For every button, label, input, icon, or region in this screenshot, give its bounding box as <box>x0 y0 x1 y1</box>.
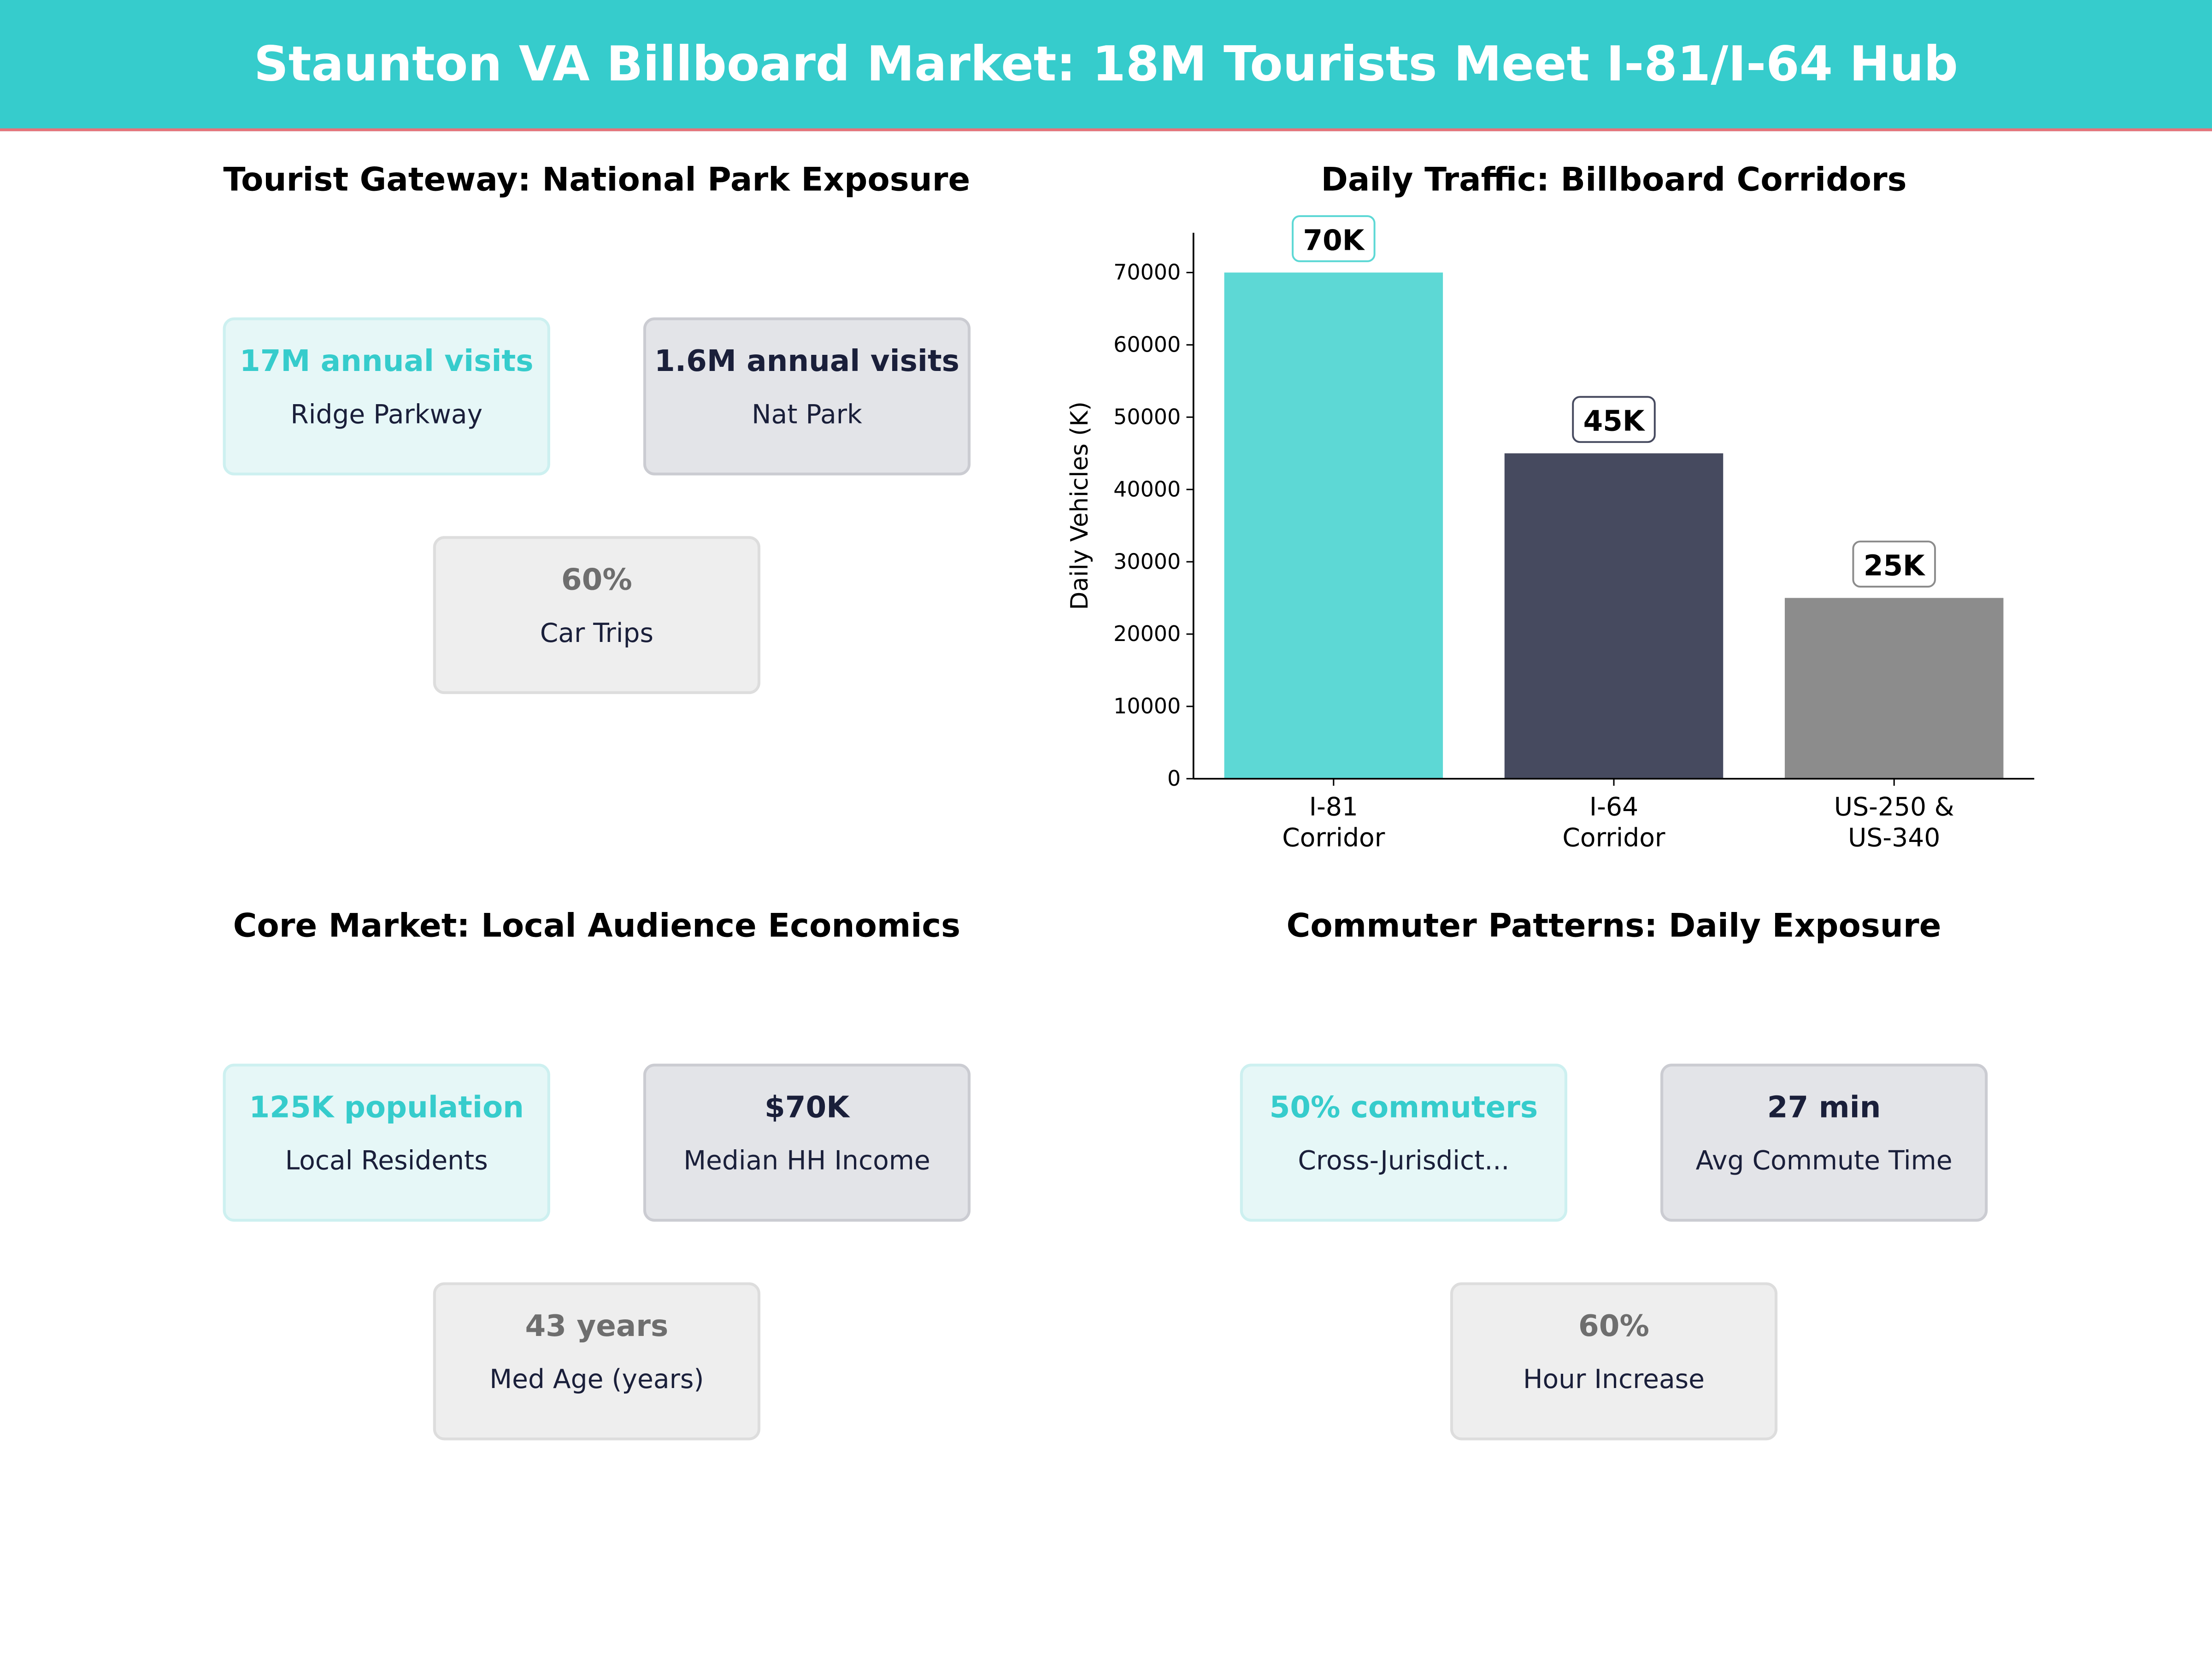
metric-card: 50% commuters Cross-Jurisdict... <box>1240 1064 1567 1222</box>
metric-label: Avg Commute Time <box>1695 1147 1953 1177</box>
metric-card: 125K population Local Residents <box>223 1064 550 1222</box>
panel-title-commuter: Commuter Patterns: Daily Exposure <box>1286 908 1941 946</box>
metric-card: 17M annual visits Ridge Parkway <box>223 317 550 476</box>
x-tick-label: I-64 <box>1589 792 1638 821</box>
metric-value: 27 min <box>1767 1090 1881 1124</box>
data-label: 25K <box>1864 550 1926 582</box>
bar <box>1784 598 2004 779</box>
metric-card: 60% Car Trips <box>433 536 760 694</box>
y-tick-label: 40000 <box>1113 477 1181 501</box>
metric-label: Hour Increase <box>1523 1365 1705 1395</box>
metric-value: 60% <box>561 563 632 597</box>
data-label-box <box>1852 541 1936 588</box>
metric-value: 17M annual visits <box>239 344 534 378</box>
metric-label: Med Age (years) <box>489 1365 704 1395</box>
y-tick-label: 20000 <box>1113 621 1181 646</box>
x-tick-label: Corridor <box>1282 823 1385 853</box>
page-title: Staunton VA Billboard Market: 18M Touris… <box>253 36 1958 93</box>
x-tick-label: I-81 <box>1309 792 1358 821</box>
data-label: 45K <box>1583 405 1646 438</box>
metric-card: 60% Hour Increase <box>1450 1282 1778 1441</box>
y-tick-label: 30000 <box>1113 549 1181 574</box>
y-tick-label: 50000 <box>1113 405 1181 429</box>
metric-value: 50% commuters <box>1269 1090 1538 1124</box>
x-tick-label: US-250 & <box>1834 792 1954 821</box>
metric-label: Ridge Parkway <box>290 400 483 430</box>
data-label-box <box>1292 215 1376 262</box>
bar <box>1504 453 1724 779</box>
metric-value: 125K population <box>249 1090 524 1124</box>
metric-value: 60% <box>1578 1309 1649 1343</box>
panel-title-core-market: Core Market: Local Audience Economics <box>233 908 961 946</box>
metric-card: 43 years Med Age (years) <box>433 1282 760 1441</box>
metric-label: Nat Park <box>752 400 862 430</box>
metric-label: Cross-Jurisdict... <box>1298 1147 1510 1177</box>
traffic-bar-chart: 70KI-81Corridor45KI-64Corridor25KUS-250 … <box>1066 215 2035 853</box>
metric-label: Median HH Income <box>683 1147 930 1177</box>
metric-label: Car Trips <box>540 619 654 649</box>
y-tick-label: 70000 <box>1113 260 1181 285</box>
y-axis-label: Daily Vehicles (K) <box>1066 401 1094 610</box>
metric-card: $70K Median HH Income <box>643 1064 971 1222</box>
x-tick-label: Corridor <box>1562 823 1665 853</box>
metric-value: 1.6M annual visits <box>654 344 959 378</box>
data-label: 70K <box>1303 224 1365 257</box>
header-banner: Staunton VA Billboard Market: 18M Touris… <box>0 0 2212 131</box>
metric-card: 1.6M annual visits Nat Park <box>643 317 971 476</box>
data-label-box <box>1572 396 1656 443</box>
y-tick-label: 60000 <box>1113 332 1181 357</box>
y-tick-label: 10000 <box>1113 694 1181 718</box>
metric-value: $70K <box>764 1090 849 1124</box>
bar <box>1224 272 1443 779</box>
metric-card: 27 min Avg Commute Time <box>1660 1064 1988 1222</box>
y-tick-label: 0 <box>1167 766 1181 791</box>
metric-label: Local Residents <box>285 1147 488 1177</box>
x-tick-label: US-340 <box>1848 823 1940 853</box>
metric-value: 43 years <box>525 1309 669 1343</box>
chart-title: Daily Traffic: Billboard Corridors <box>1321 162 1907 199</box>
panel-title-tourist: Tourist Gateway: National Park Exposure <box>223 162 971 199</box>
